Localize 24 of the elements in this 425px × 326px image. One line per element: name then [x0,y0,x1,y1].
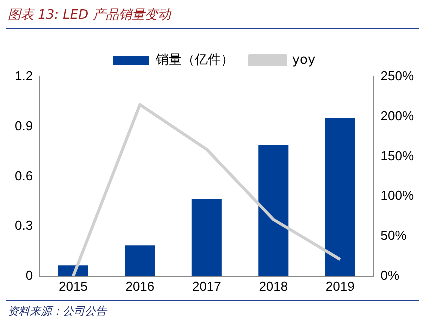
x-tick-label: 2018 [259,278,288,294]
bar [258,145,289,276]
chart-title: 图表 13: LED 产品销量变动 [8,7,171,24]
y-tick-label: 0.3 [14,218,34,234]
y-tick-label: 1.2 [14,68,34,84]
bar [325,118,356,276]
y2-tick-label: 150% [380,148,414,164]
x-tick-label: 2019 [326,278,355,294]
legend-label: 销量（亿件） [154,52,234,68]
x-tick-label: 2017 [192,278,222,294]
legend-label: yoy [292,52,316,68]
y2-tick-label: 100% [380,188,414,204]
y2-tick-label: 0% [380,268,400,283]
y-tick-label: 0.6 [14,168,34,184]
x-tick-label: 2015 [58,278,88,294]
bar [192,199,222,276]
text: 资料来源：公司公告 [8,304,107,319]
y2-tick-label: 250% [380,68,414,84]
y2-tick-label: 200% [380,108,414,124]
bar [125,246,156,276]
x-tick-label: 2016 [126,278,155,294]
y2-tick-label: 50% [380,228,408,244]
y-tick-label: 0.9 [14,118,34,134]
y-tick-label: 0 [26,268,34,283]
